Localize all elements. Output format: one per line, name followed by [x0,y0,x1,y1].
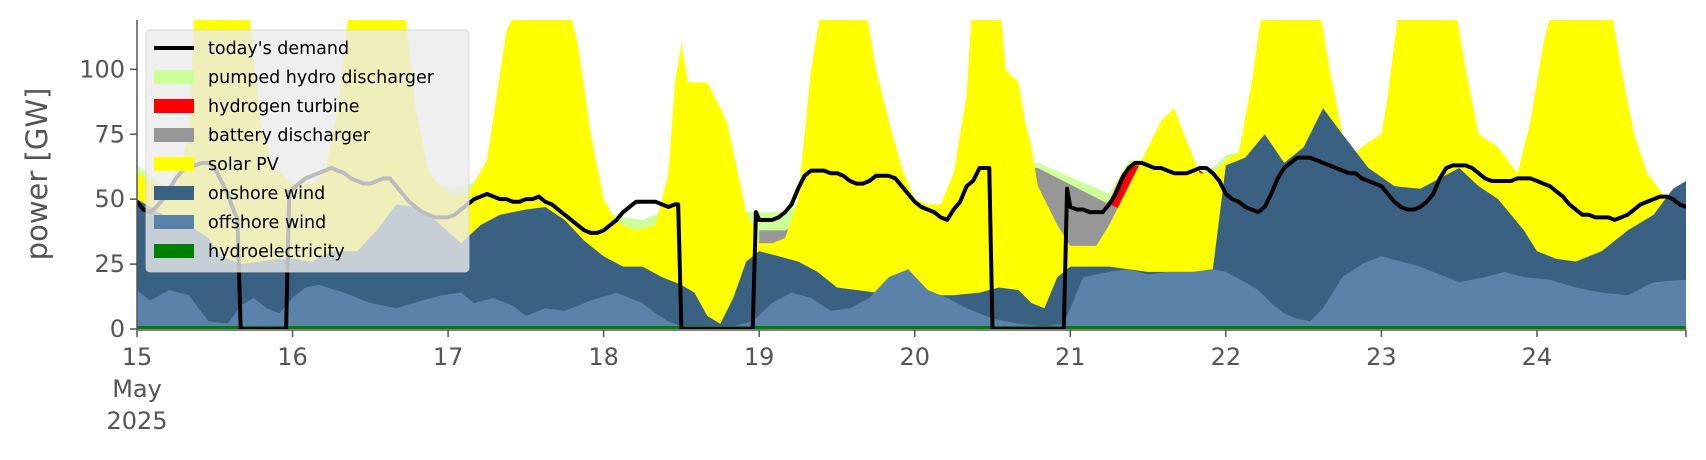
x-tick-label: 15 [122,343,153,371]
legend-label: offshore wind [208,213,326,233]
axes: 0 25 50 75 100 15 May 2025 16 17 18 19 20 21 22 23 24 [79,20,1687,435]
x-tick-label: 19 [744,343,775,371]
stacked-areas [137,20,1686,329]
x-tick-label: 23 [1366,343,1397,371]
legend: today's demand pumped hydro discharger hyd… [145,29,470,273]
y-tick-label: 25 [94,250,125,278]
area-offshore-wind [137,256,1686,329]
y-tick-label: 0 [110,315,125,343]
legend-swatch [154,157,194,171]
area-hydroelectricity-band [137,326,1686,329]
x-tick-label: 18 [588,343,619,371]
legend-label: solar PV [208,155,279,175]
y-tick-label: 75 [94,120,125,148]
legend-label: hydroelectricity [208,242,345,262]
x-tick-sublabel: 2025 [106,407,167,435]
y-axis-title: power [GW] [20,88,54,261]
x-tick-sublabel: May [112,375,162,403]
legend-label: battery discharger [208,126,371,146]
legend-label: pumped hydro discharger [208,68,435,88]
legend-label: onshore wind [208,184,325,204]
y-tick-label: 50 [94,185,125,213]
area-onshore-wind [137,108,1686,329]
legend-swatch [154,70,194,84]
legend-label: hydrogen turbine [208,97,360,117]
legend-swatch [154,244,194,258]
legend-swatch [154,215,194,229]
x-tick-label: 22 [1211,343,1242,371]
legend-label: today's demand [208,39,349,59]
x-tick-label: 20 [899,343,930,371]
legend-swatch [154,99,194,113]
legend-swatch [154,186,194,200]
x-tick-label: 16 [277,343,308,371]
x-tick-label: 17 [433,343,464,371]
y-tick-label: 100 [79,55,125,83]
x-tick-label: 24 [1522,343,1553,371]
legend-box [145,29,470,273]
x-tick-label: 21 [1055,343,1086,371]
legend-swatch [154,128,194,142]
